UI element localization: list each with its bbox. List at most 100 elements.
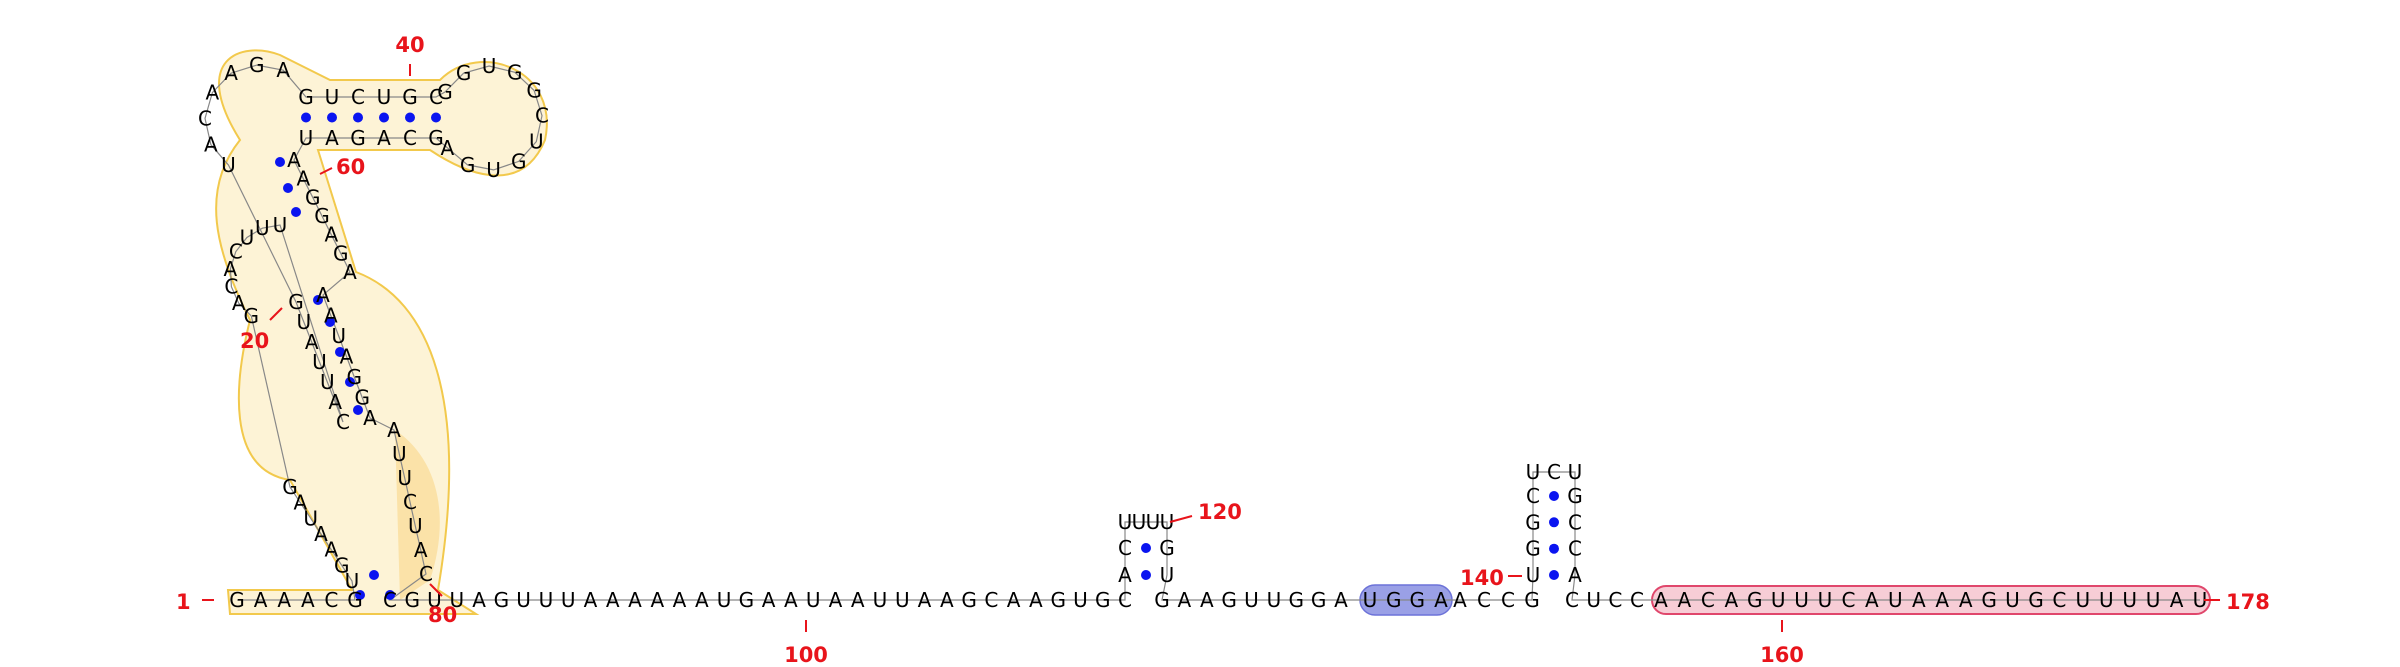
position-label-160: 160: [1760, 643, 1804, 667]
position-number-layer: 1 20 40 60 80 100 120 140 160 178: [176, 33, 2270, 667]
nucleotide: A: [1568, 563, 1582, 587]
nucleotide: U: [1244, 588, 1259, 612]
nucleotide: G: [354, 386, 370, 410]
nucleotide: U: [873, 588, 888, 612]
nucleotide: A: [414, 538, 428, 562]
nucleotide: U: [1132, 510, 1147, 534]
nucleotide: C: [1118, 588, 1132, 612]
nucleotide: C: [1842, 588, 1856, 612]
base-pair-dot: [1549, 491, 1559, 501]
base-pair-dot: [379, 112, 389, 123]
base-pair-dot: [1549, 543, 1559, 554]
nucleotide: G: [314, 204, 330, 228]
nucleotide: U: [1363, 588, 1378, 612]
nucleotide: G: [334, 553, 350, 577]
nucleotide: U: [561, 588, 576, 612]
nucleotide: A: [305, 330, 319, 354]
nucleotide: G: [437, 80, 453, 104]
nucleotide: A: [340, 345, 354, 369]
nucleotide: U: [806, 588, 821, 612]
nucleotide: U: [1526, 563, 1541, 587]
base-pair-dot: [1549, 517, 1559, 528]
nucleotide: A: [784, 588, 798, 612]
nucleotide: C: [324, 588, 338, 612]
nucleotide: A: [204, 133, 218, 157]
nucleotide: G: [1050, 588, 1066, 612]
nucleotide: U: [2005, 588, 2020, 612]
nucleotide: C: [403, 126, 417, 150]
nucleotide: A: [224, 257, 238, 281]
nucleotide: A: [1029, 588, 1043, 612]
nucleotide: C: [1526, 484, 1540, 508]
nucleotide: U: [1160, 510, 1175, 534]
nucleotide: A: [1434, 588, 1448, 612]
nucleotide: U: [717, 588, 732, 612]
nucleotide: G: [249, 53, 265, 77]
nucleotide: U: [449, 588, 464, 612]
nucleotide: A: [851, 588, 865, 612]
base-pair-dot: [291, 207, 301, 217]
position-label-140: 140: [1460, 566, 1504, 590]
nucleotide: A: [829, 588, 843, 612]
nucleotide: C: [383, 588, 397, 612]
nucleotide: G: [460, 153, 476, 177]
base-pair-dot: [335, 347, 345, 357]
nucleotide: U: [303, 506, 318, 530]
nucleotide: C: [984, 588, 998, 612]
nucleotide: G: [1567, 484, 1583, 508]
highlight-region-inner-loop: [395, 430, 440, 600]
nucleotide: G: [244, 304, 260, 328]
base-pair-dot: [1141, 570, 1151, 580]
nucleotide: U: [2122, 588, 2137, 612]
base-pair-dot: [385, 590, 395, 600]
nucleotide: U: [392, 442, 407, 466]
nucleotide: G: [305, 185, 321, 209]
nucleotide: G: [1524, 588, 1540, 612]
backbone-layer: [204, 64, 2200, 601]
backbone-line: [204, 64, 2200, 601]
nucleotide: A: [301, 588, 315, 612]
nucleotide: C: [336, 410, 350, 434]
nucleotide: C: [1501, 588, 1515, 612]
nucleotide: U: [895, 588, 910, 612]
nucleotide: A: [324, 223, 338, 247]
nucleotide: A: [606, 588, 620, 612]
nucleotide: C: [403, 490, 417, 514]
nucleotide: G: [1525, 537, 1541, 561]
nucleotide: A: [695, 588, 709, 612]
nucleotide: A: [940, 588, 954, 612]
nucleotide: A: [324, 538, 338, 562]
base-pair-dot: [353, 112, 363, 123]
nucleotide: U: [320, 370, 335, 394]
nucleotide: G: [1095, 588, 1111, 612]
nucleotide: U: [1794, 588, 1809, 612]
nucleotide: A: [316, 283, 330, 307]
nucleotide: C: [2052, 588, 2066, 612]
nucleotide: G: [507, 60, 523, 84]
nucleotide: G: [347, 588, 363, 612]
nucleotide: U: [1526, 460, 1541, 484]
nucleotide: G: [288, 290, 304, 314]
nucleotide: A: [206, 81, 220, 105]
base-pair-dot: [405, 112, 415, 123]
nucleotide: C: [351, 85, 365, 109]
nucleotide: A: [472, 588, 486, 612]
nucleotide: A: [762, 588, 776, 612]
position-label-80: 80: [428, 603, 457, 627]
nucleotide: C: [419, 562, 433, 586]
nucleotide: A: [1724, 588, 1738, 612]
nucleotide: A: [224, 61, 238, 85]
position-tick: [1169, 515, 1193, 523]
nucleotide: C: [1477, 588, 1491, 612]
nucleotide: U: [1586, 588, 1601, 612]
nucleotide: A: [293, 491, 307, 515]
nucleotide: G: [961, 588, 977, 612]
nucleotide: A: [1200, 588, 1214, 612]
position-tick: [429, 583, 443, 597]
position-label-100: 100: [784, 643, 828, 667]
nucleotide: C: [1701, 588, 1715, 612]
nucleotide: U: [312, 350, 327, 374]
base-pair-dot: [327, 112, 337, 123]
nucleotide: A: [254, 588, 268, 612]
nucleotide: A: [377, 126, 391, 150]
